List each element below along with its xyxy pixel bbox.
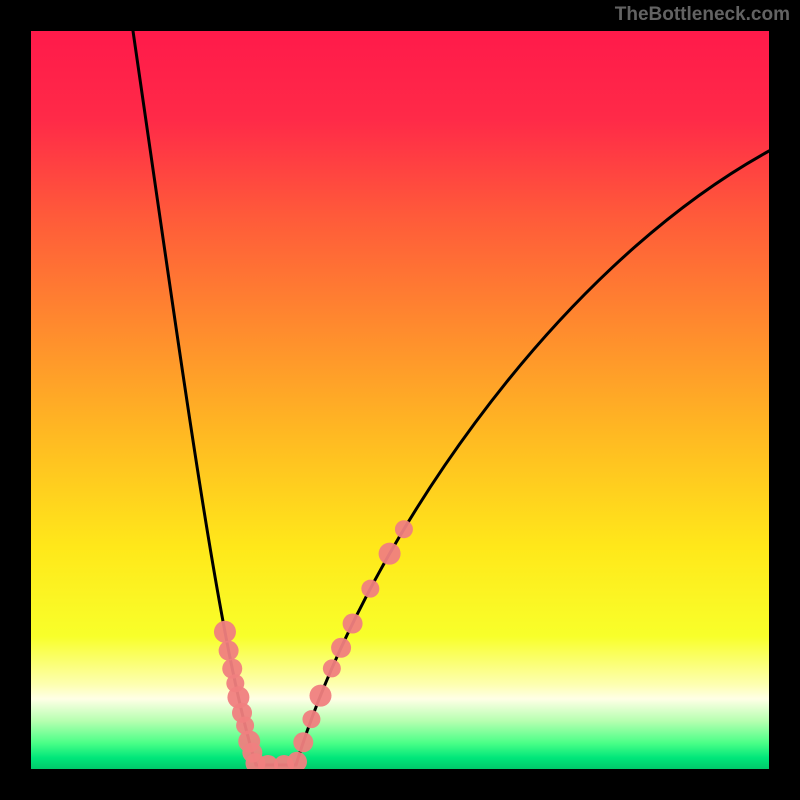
- data-dot: [379, 543, 401, 565]
- chart-stage: TheBottleneck.com: [0, 0, 800, 800]
- data-dot: [343, 614, 363, 634]
- plot-background: [31, 31, 769, 769]
- data-dot: [395, 520, 413, 538]
- data-dot: [302, 710, 320, 728]
- data-dot: [293, 732, 313, 752]
- data-dot: [323, 659, 341, 677]
- data-dot: [361, 580, 379, 598]
- data-dot: [287, 752, 307, 772]
- data-dot: [219, 641, 239, 661]
- data-dot: [309, 685, 331, 707]
- data-dot: [214, 621, 236, 643]
- data-dot: [331, 638, 351, 658]
- bottleneck-chart: [0, 0, 800, 800]
